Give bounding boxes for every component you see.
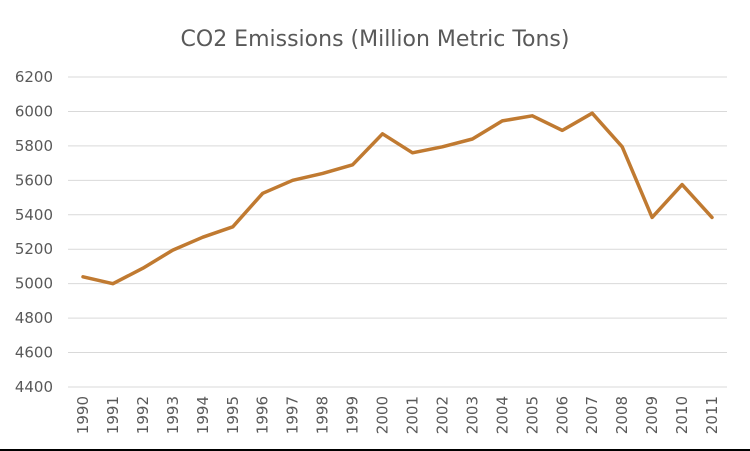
x-tick-label: 2008 <box>613 396 631 434</box>
x-tick-label: 1996 <box>254 396 272 434</box>
x-tick-label: 2010 <box>673 396 691 434</box>
gridlines <box>68 76 727 388</box>
x-tick-label: 1995 <box>224 396 242 434</box>
y-tick-label: 5200 <box>15 240 53 258</box>
x-axis-ticks: 1990 1991 1992 1993 1994 1995 1996 1997 1998 1999… <box>74 396 721 434</box>
x-tick-label: 1992 <box>134 396 152 434</box>
y-axis-ticks: 4400 4600 4800 5000 5200 5400 5600 5800 6000 6200 <box>15 68 53 396</box>
x-tick-label: 1997 <box>284 396 302 434</box>
x-tick-label: 1991 <box>104 396 122 434</box>
y-tick-label: 4400 <box>15 378 53 396</box>
series-line <box>81 111 714 286</box>
x-tick-label: 2003 <box>463 396 481 434</box>
series-layer <box>81 111 714 286</box>
y-tick-label: 4800 <box>15 309 53 327</box>
x-tick-label: 1999 <box>344 396 362 434</box>
x-tick-label: 2009 <box>643 396 661 434</box>
x-tick-label: 2004 <box>493 396 511 434</box>
x-tick-label: 1998 <box>314 396 332 434</box>
bottom-border <box>0 449 750 451</box>
x-tick-label: 2005 <box>523 396 541 434</box>
y-tick-label: 6200 <box>15 68 53 86</box>
x-tick-label: 2007 <box>583 396 601 434</box>
x-tick-label: 2006 <box>553 396 571 434</box>
x-tick-label: 2001 <box>403 396 421 434</box>
x-tick-label: 2011 <box>703 396 721 434</box>
x-tick-label: 2002 <box>433 396 451 434</box>
x-tick-label: 1993 <box>164 396 182 434</box>
y-tick-label: 5000 <box>15 275 53 293</box>
y-tick-label: 5400 <box>15 206 53 224</box>
y-tick-label: 4600 <box>15 344 53 362</box>
y-tick-label: 5800 <box>15 137 53 155</box>
x-tick-label: 1990 <box>74 396 92 434</box>
x-tick-label: 2000 <box>374 396 392 434</box>
y-tick-label: 5600 <box>15 171 53 189</box>
chart-title: CO2 Emissions (Million Metric Tons) <box>181 27 570 52</box>
y-tick-label: 6000 <box>15 102 53 120</box>
x-tick-label: 1994 <box>194 396 212 434</box>
